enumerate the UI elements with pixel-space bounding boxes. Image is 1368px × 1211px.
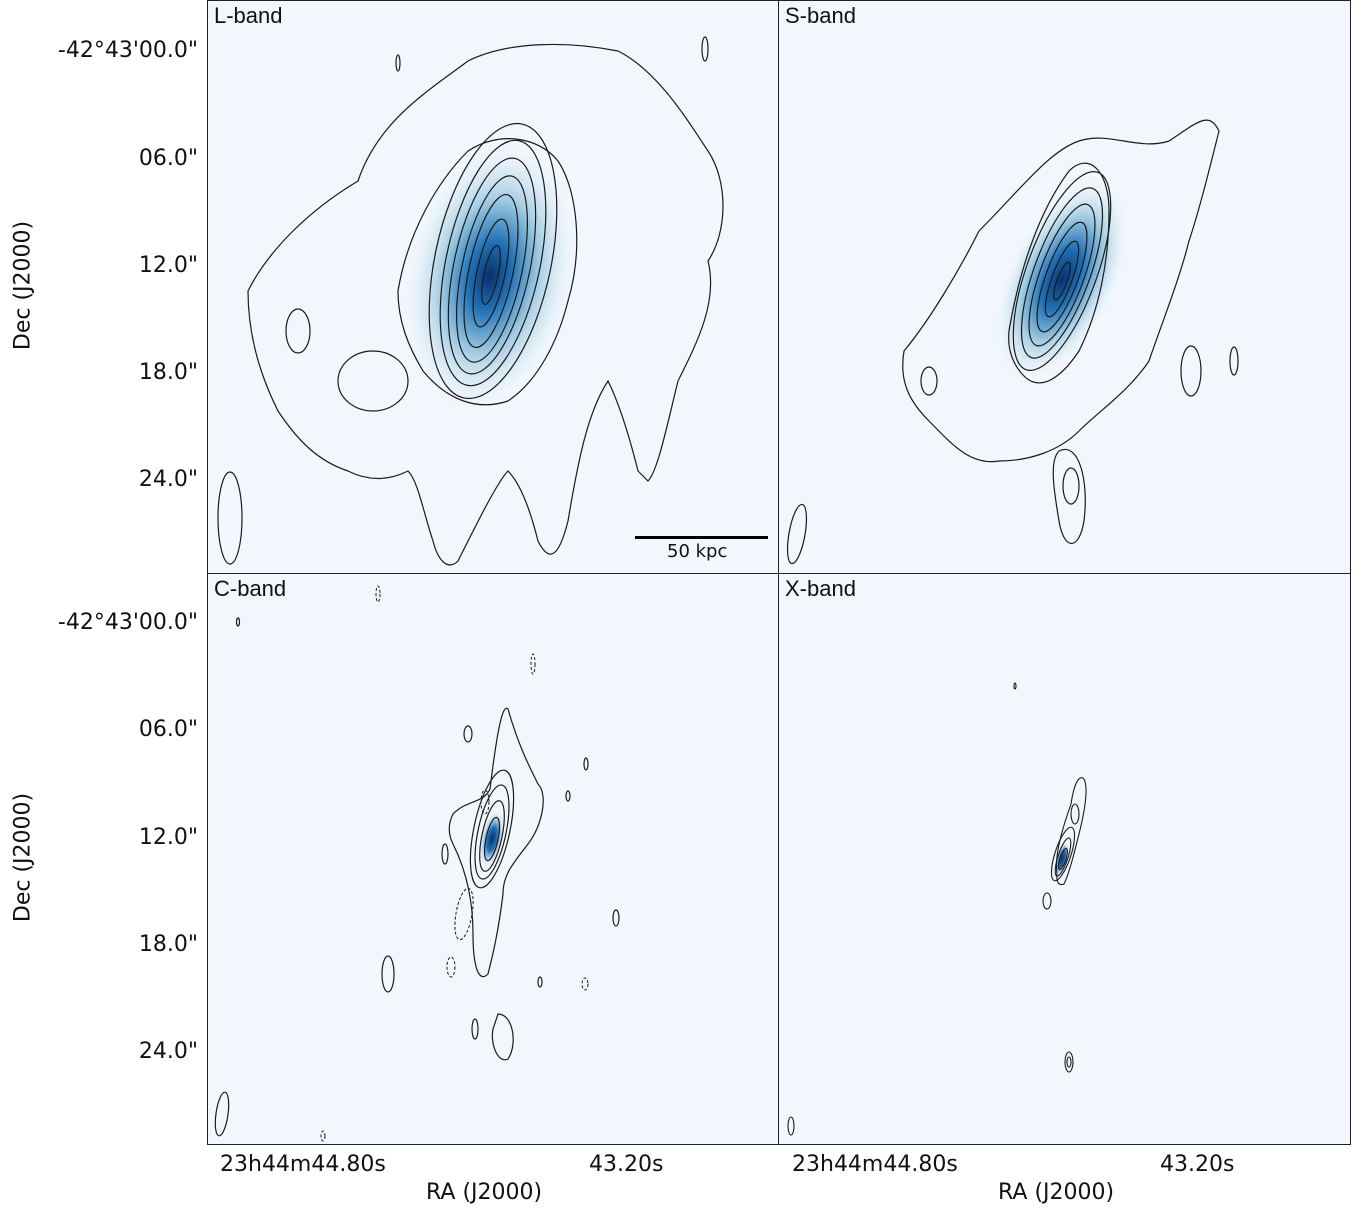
s-band-contours <box>786 119 1239 565</box>
ytick-top-2: 12.0" <box>138 253 198 278</box>
vertical-divider <box>778 0 779 1145</box>
l-band-image <box>217 36 724 566</box>
l-band-contours <box>217 36 724 566</box>
xtick-left-1: 43.20s <box>589 1152 664 1177</box>
ytick-bottom-4: 24.0" <box>138 1039 198 1064</box>
panel-x-band: X-band <box>779 574 1350 1145</box>
x-band-contours <box>787 682 1087 1136</box>
c-band-negative-contours <box>320 585 589 1142</box>
scalebar-label: 50 kpc <box>667 541 728 562</box>
scalebar-line <box>635 536 768 539</box>
xtick-right-0: 23h44m44.80s <box>792 1152 958 1177</box>
x-axis-title-right: RA (J2000) <box>998 1180 1115 1205</box>
ytick-bottom-2: 12.0" <box>138 825 198 850</box>
panel-l-band: 50 kpc L-band <box>208 1 778 573</box>
panel-label-s-band: S-band <box>785 3 856 28</box>
panel-label-l-band: L-band <box>214 3 283 28</box>
x-axis-title-left: RA (J2000) <box>426 1180 543 1205</box>
s-band-image <box>786 119 1239 565</box>
c-band-contours <box>214 617 620 1137</box>
panel-label-c-band: C-band <box>214 576 287 601</box>
y-axis-title-top: Dec (J2000) <box>10 220 36 351</box>
c-band-image <box>214 585 620 1142</box>
panel-c-band: C-band <box>208 574 778 1145</box>
ytick-bottom-0: -42°43'00.0" <box>57 610 198 635</box>
ytick-top-1: 06.0" <box>138 146 198 171</box>
horizontal-divider <box>207 573 1351 574</box>
ytick-bottom-1: 06.0" <box>138 717 198 742</box>
xtick-left-0: 23h44m44.80s <box>220 1152 386 1177</box>
ytick-top-3: 18.0" <box>138 360 198 385</box>
panel-s-band: S-band <box>779 1 1350 573</box>
ytick-top-0: -42°43'00.0" <box>57 38 198 63</box>
panel-label-x-band: X-band <box>785 576 856 601</box>
ytick-bottom-3: 18.0" <box>138 932 198 957</box>
ytick-top-4: 24.0" <box>138 467 198 492</box>
x-band-image <box>787 682 1087 1136</box>
y-axis-title-bottom: Dec (J2000) <box>10 792 36 923</box>
xtick-right-1: 43.20s <box>1160 1152 1235 1177</box>
